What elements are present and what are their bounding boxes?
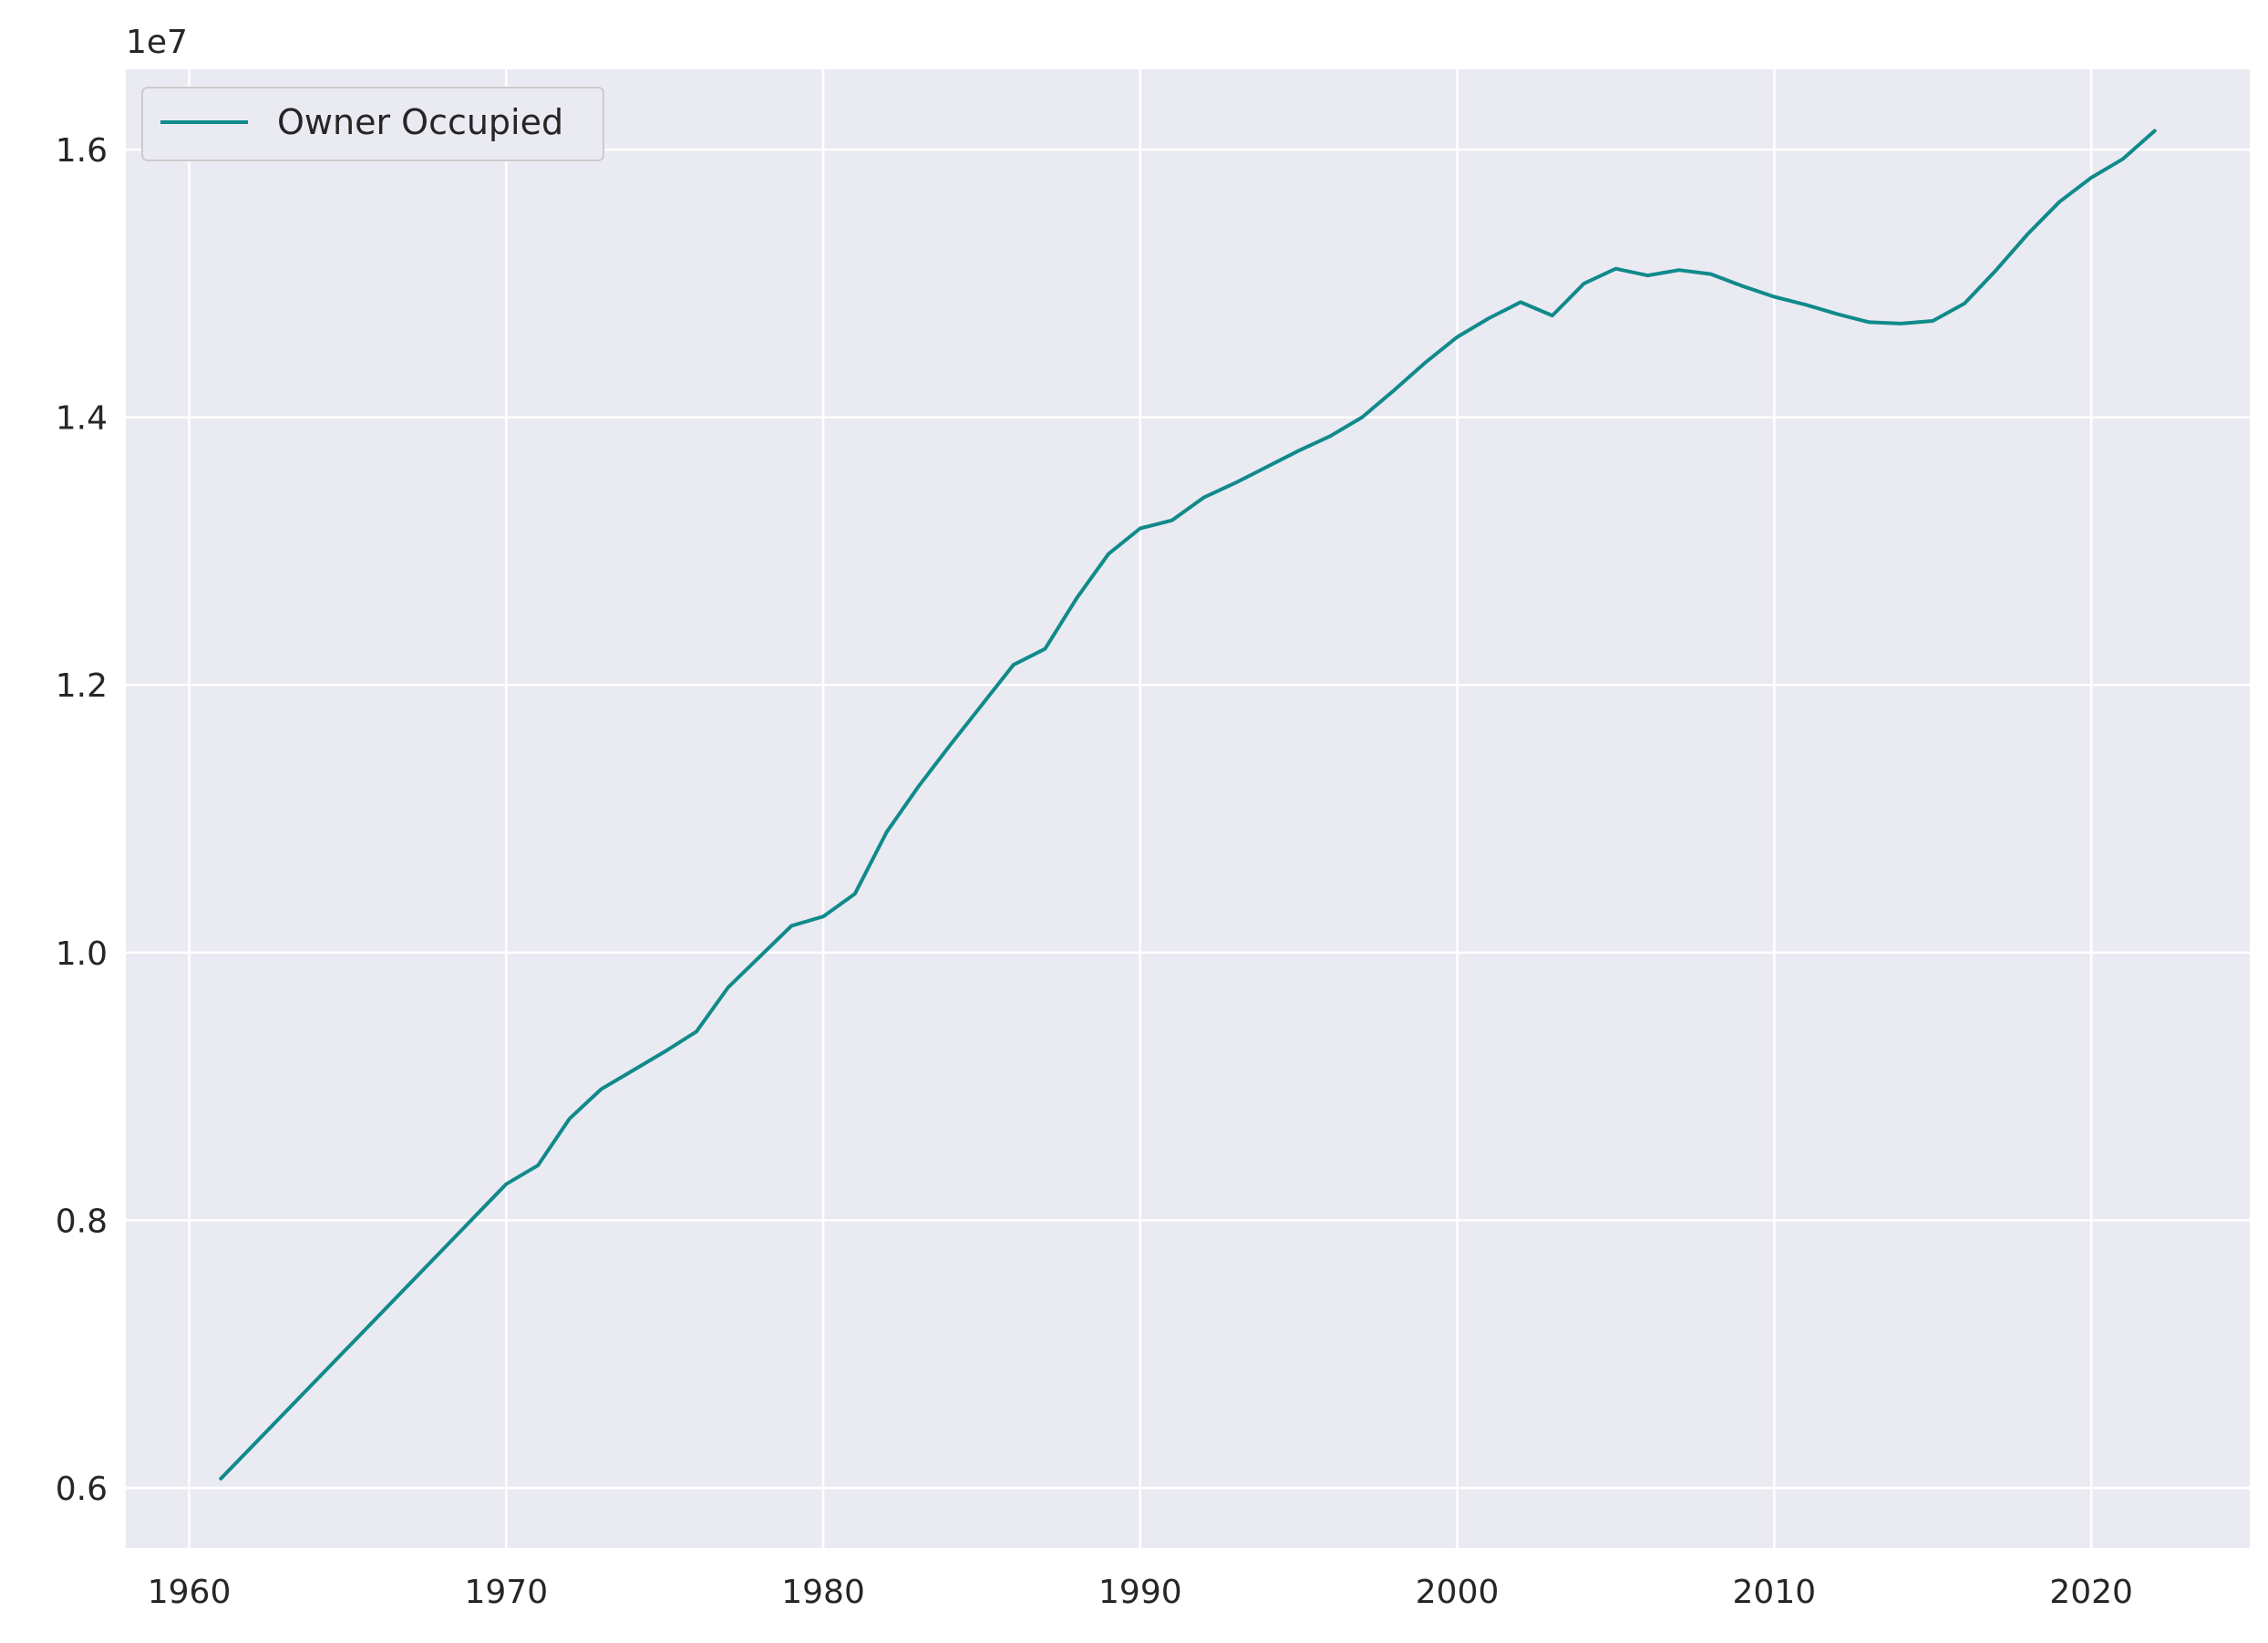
legend: Owner Occupied [141,87,604,161]
x-tick-label: 2020 [2049,1574,2133,1611]
series-line-owner-occupied [219,129,2157,1481]
x-tick-label: 2010 [1733,1574,1817,1611]
x-tick-label: 2000 [1416,1574,1500,1611]
legend-box [141,87,604,161]
y-tick-label: 0.8 [56,1203,108,1240]
plot-area [126,69,2250,1548]
x-tick-label: 1980 [781,1574,865,1611]
legend-label: Owner Occupied [277,102,563,142]
x-tick-label: 1960 [148,1574,232,1611]
x-tick-labels: 1960 1970 1980 1990 2000 2010 2020 [148,1574,2133,1611]
y-tick-label: 0.6 [56,1471,108,1508]
y-tick-label: 1.2 [56,667,108,705]
series-layer [219,129,2157,1481]
y-tick-label: 1.4 [56,400,108,438]
y-tick-labels: 0.6 0.8 1.0 1.2 1.4 1.6 [56,132,108,1508]
x-tick-label: 1990 [1098,1574,1182,1611]
y-axis-offset-label: 1e7 [126,24,188,61]
x-tick-label: 1970 [465,1574,549,1611]
y-tick-label: 1.0 [56,935,108,973]
y-tick-label: 1.6 [56,132,108,170]
x-grid [188,69,2093,1548]
